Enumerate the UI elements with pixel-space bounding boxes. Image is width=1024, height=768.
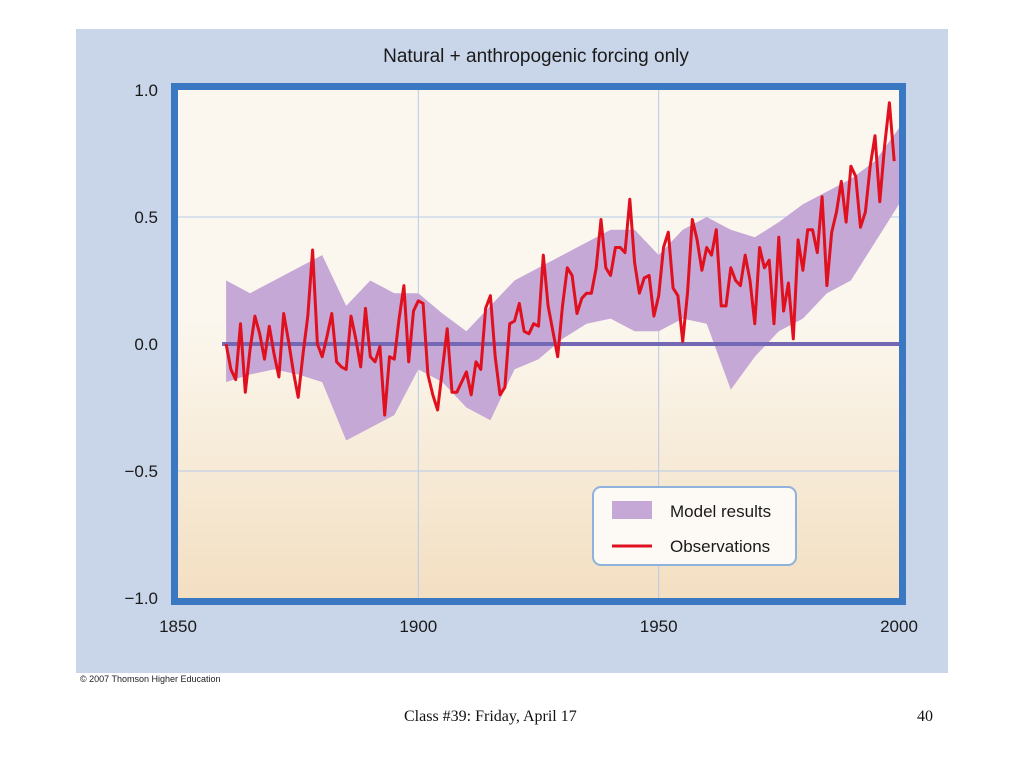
- model-band-layer: [226, 128, 900, 441]
- x-tick-label: 1950: [640, 617, 678, 636]
- slide-footer: Class #39: Friday, April 17: [404, 708, 577, 725]
- x-tick-label: 2000: [880, 617, 918, 636]
- observations-line: [224, 101, 896, 417]
- y-tick-label: 1.0: [134, 81, 158, 100]
- y-tick-label: 0.5: [134, 208, 158, 227]
- page-number: 40: [917, 708, 933, 725]
- copyright-notice: © 2007 Thomson Higher Education: [80, 674, 221, 684]
- y-tick-labels: 1.0 0.5 0.0 −0.5 −1.0: [124, 81, 158, 608]
- figure-panel: Natural + anthropogenic forcing only 1.0…: [76, 29, 948, 673]
- chart: Natural + anthropogenic forcing only 1.0…: [124, 46, 918, 636]
- y-tick-label: −0.5: [124, 462, 158, 481]
- legend-model-swatch: [612, 501, 652, 519]
- y-tick-label: 0.0: [134, 335, 158, 354]
- legend-model-label: Model results: [670, 502, 771, 521]
- observations-layer: [224, 101, 896, 417]
- legend: Model results Observations: [592, 486, 797, 566]
- x-tick-label: 1900: [399, 617, 437, 636]
- x-tick-labels: 1850 1900 1950 2000: [159, 617, 918, 636]
- model-results-band: [226, 128, 900, 441]
- y-tick-label: −1.0: [124, 589, 158, 608]
- legend-observations-label: Observations: [670, 537, 770, 556]
- chart-title: Natural + anthropogenic forcing only: [383, 46, 689, 67]
- x-tick-label: 1850: [159, 617, 197, 636]
